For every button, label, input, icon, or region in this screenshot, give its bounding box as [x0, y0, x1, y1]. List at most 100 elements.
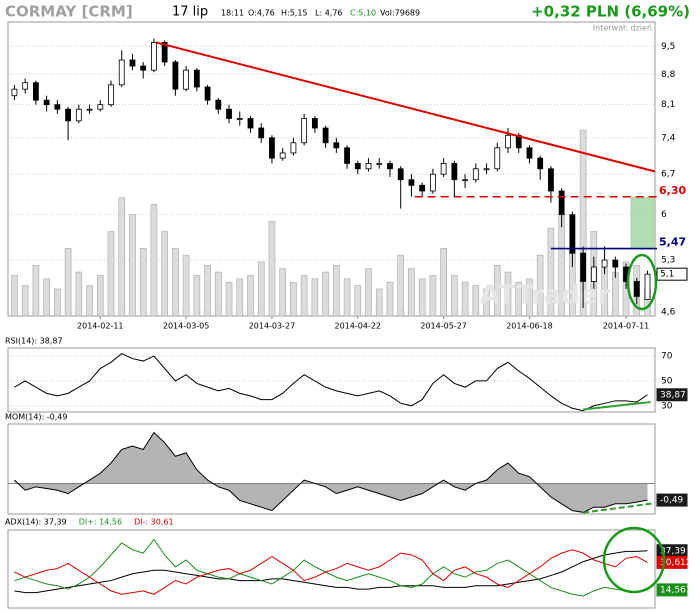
- area: [14, 432, 648, 513]
- volume-bar: [483, 288, 490, 317]
- volume-bar: [257, 261, 265, 317]
- candle-body: [236, 118, 243, 120]
- y-tick-label: 4,6: [661, 307, 676, 317]
- quote-high: H:5,15: [281, 9, 308, 18]
- volume-bar: [182, 254, 190, 317]
- volume-bar: [354, 285, 362, 317]
- y-tick-label: 30: [661, 401, 673, 411]
- value-box: [656, 583, 688, 597]
- x-tick-label: 2014-05-27: [420, 322, 467, 331]
- volume-bar: [129, 214, 136, 317]
- value-box-label: 14,563: [660, 585, 692, 595]
- candle-body: [440, 163, 447, 175]
- trend-line: [582, 502, 656, 514]
- date: 17 lip: [172, 5, 208, 20]
- value-box-label: 37,39: [660, 546, 686, 556]
- candle-body: [569, 214, 576, 254]
- candle-body: [537, 157, 544, 170]
- volume-bar: [96, 275, 104, 317]
- value-box-label: -0,49: [660, 496, 684, 506]
- volume-bar: [579, 129, 587, 317]
- volume-bar: [612, 271, 619, 317]
- panel-frame: [7, 529, 656, 609]
- volume-bar: [32, 265, 40, 317]
- candle-body: [269, 137, 275, 159]
- highlight-ellipse: [602, 526, 666, 594]
- y-tick-label: 9,5: [661, 42, 675, 52]
- candle-body: [548, 168, 554, 192]
- volume-bar: [536, 254, 544, 317]
- candle-body: [54, 104, 61, 110]
- panel-frame: [7, 347, 656, 413]
- volume-bar: [451, 275, 458, 317]
- candle-body: [429, 173, 436, 192]
- y-tick-label: 5,3: [661, 256, 675, 266]
- candle-body: [397, 168, 404, 181]
- candle-body: [161, 42, 168, 63]
- volume-bar: [107, 231, 115, 317]
- value-box: [656, 493, 688, 507]
- volume-bar: [64, 248, 72, 317]
- legend-entry: DI-: 30,61: [134, 518, 174, 527]
- x-tick-label: 2014-07-11: [603, 322, 650, 331]
- volume-bar: [75, 271, 83, 317]
- candle-body: [226, 108, 232, 119]
- candle-body: [322, 127, 329, 144]
- candle-body: [215, 99, 222, 110]
- volume-bar: [236, 278, 244, 317]
- candle-body: [354, 163, 361, 170]
- volume-bar: [493, 265, 501, 317]
- volume-bar: [268, 221, 276, 317]
- candle-body: [612, 259, 619, 268]
- candle-body: [172, 61, 179, 90]
- volume-bar: [440, 248, 447, 317]
- volume-bar: [429, 275, 437, 317]
- x-tick-label: 2014-02-11: [77, 322, 124, 331]
- x-tick-label: 2014-03-27: [249, 322, 296, 331]
- candle-body: [118, 59, 125, 86]
- volume-bar: [386, 281, 394, 317]
- candle-body: [22, 82, 29, 90]
- volume-bar: [343, 278, 351, 317]
- volume-bar: [418, 278, 426, 317]
- interval: Interwał: dzień: [593, 24, 652, 33]
- candle-body: [151, 42, 157, 71]
- candle-body: [344, 147, 350, 164]
- x-tick-label: 2014-04-22: [335, 322, 382, 331]
- candle-body: [204, 86, 211, 101]
- panel-frame: [7, 21, 656, 317]
- series-line: [14, 538, 648, 597]
- volume-bar: [21, 285, 29, 317]
- volume-bar: [290, 281, 297, 317]
- candle-body: [193, 69, 200, 88]
- candle-body: [129, 59, 136, 67]
- candle-body: [86, 108, 93, 111]
- y-tick-label: 8,1: [661, 100, 675, 110]
- candle-body: [633, 281, 640, 297]
- y-tick-label: 7,4: [661, 133, 676, 143]
- volume-bar: [397, 254, 405, 317]
- volume-bar: [408, 268, 415, 317]
- quote-low: L: 4,76: [315, 9, 343, 18]
- volume-bar: [86, 285, 93, 317]
- price-change: +0,32 PLN (6,69%): [531, 3, 690, 21]
- series-line: [14, 353, 648, 412]
- candle-body: [505, 134, 511, 149]
- volume-bar: [43, 278, 50, 317]
- volume-bar: [461, 281, 469, 317]
- x-tick-label: 2014-03-05: [163, 322, 210, 331]
- y-tick-label: 8,8: [661, 70, 676, 80]
- candle-body: [526, 147, 533, 159]
- level-label: 5,47: [659, 236, 686, 249]
- candle-body: [462, 179, 468, 182]
- volume-bar: [279, 268, 286, 317]
- volume-bar: [547, 227, 555, 317]
- panel-title: MOM(14): -0,49: [5, 413, 67, 422]
- level-label: 6,30: [659, 184, 686, 197]
- candle-body: [451, 163, 458, 181]
- quote-volume: Vol:79689: [380, 9, 420, 18]
- candle-body: [333, 142, 340, 149]
- candle-body: [483, 168, 490, 171]
- target-zone: [630, 196, 655, 249]
